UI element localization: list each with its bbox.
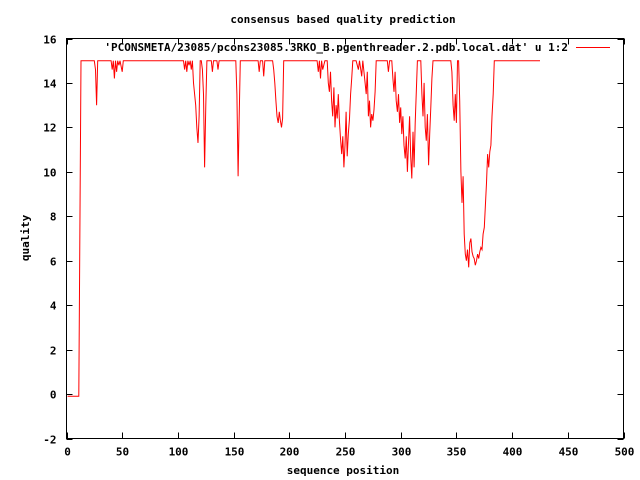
legend-entry: 'PCONSMETA/23085/pcons23085.3RKO_B.pgent… <box>104 41 568 54</box>
x-tick-label: 300 <box>392 446 412 459</box>
y-tick-label: 4 <box>50 300 57 313</box>
x-tick-label: 50 <box>116 446 129 459</box>
series-layer <box>67 60 540 397</box>
x-axis-label: sequence position <box>287 464 400 477</box>
y-tick-label: 16 <box>43 34 57 47</box>
y-axis-label: quality <box>19 214 32 261</box>
x-tick-label: 350 <box>447 446 467 459</box>
plot-frame <box>66 38 624 439</box>
x-axis: 0 50 100 150 200 250 300 350 400 450 500 <box>64 38 635 459</box>
y-tick-label: 12 <box>43 122 56 135</box>
chart-title: consensus based quality prediction <box>230 13 455 26</box>
y-axis: -2 0 2 4 6 8 10 12 14 16 <box>43 34 624 447</box>
x-tick-label: 250 <box>336 446 356 459</box>
x-tick-label: 100 <box>169 446 189 459</box>
y-tick-label: 2 <box>50 345 57 358</box>
y-tick-label: 6 <box>50 256 57 269</box>
y-tick-label: 8 <box>50 211 57 224</box>
y-tick-label: 0 <box>50 389 57 402</box>
x-tick-label: 200 <box>280 446 300 459</box>
x-tick-label: 0 <box>64 446 71 459</box>
y-tick-label: 14 <box>43 78 57 91</box>
y-tick-label: -2 <box>43 434 56 447</box>
x-tick-label: 150 <box>225 446 245 459</box>
x-tick-label: 450 <box>559 446 579 459</box>
y-tick-label: 10 <box>43 167 56 180</box>
x-tick-label: 500 <box>615 446 635 459</box>
series-line <box>67 60 540 397</box>
x-tick-label: 400 <box>503 446 523 459</box>
